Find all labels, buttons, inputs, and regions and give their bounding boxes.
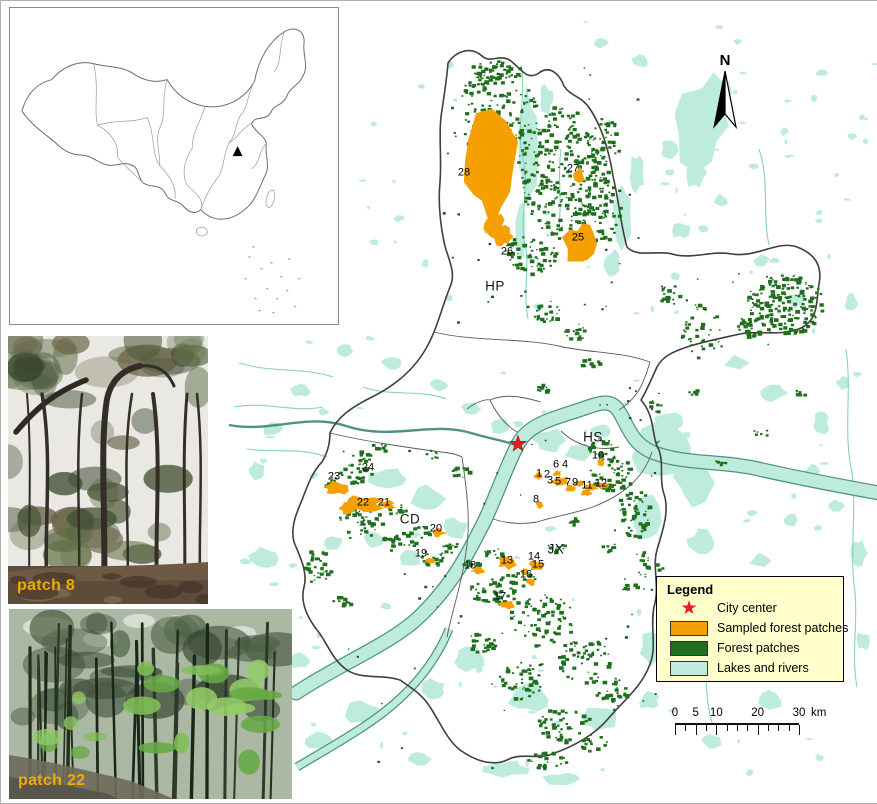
patch-label-24: 24 xyxy=(361,461,375,474)
legend-label: Lakes and rivers xyxy=(717,661,809,675)
legend-item-2: Forest patches xyxy=(667,638,835,658)
patch-label-25: 25 xyxy=(571,231,585,244)
patch-label-22: 22 xyxy=(356,496,370,509)
patch-label-7: 7 xyxy=(564,476,572,489)
photo-caption: patch 22 xyxy=(18,772,86,789)
patch-label-2: 2 xyxy=(543,468,551,481)
china-outline xyxy=(21,28,307,314)
district-label-JX: JX xyxy=(547,541,565,557)
province-borders xyxy=(93,31,285,237)
patch-label-15: 15 xyxy=(531,558,545,571)
patch-label-16: 16 xyxy=(519,568,533,581)
photo-patch-8: patch 8 xyxy=(8,336,208,604)
china-inset-map xyxy=(9,7,339,325)
scale-unit: km xyxy=(811,707,827,719)
legend-label: Forest patches xyxy=(717,641,800,655)
legend-title: Legend xyxy=(667,582,714,597)
legend-item-0: ★ City center xyxy=(667,598,835,618)
patch-label-10: 10 xyxy=(591,449,605,462)
orange-swatch xyxy=(670,620,708,636)
patch-label-13: 13 xyxy=(500,554,514,567)
patch-label-9: 9 xyxy=(571,476,579,489)
scale-label-30: 30 xyxy=(792,707,806,719)
scale-bar: 0 5 10 20 30 km xyxy=(667,707,837,741)
patch-label-4: 4 xyxy=(561,458,569,471)
scale-bar-line xyxy=(675,723,800,735)
green-swatch xyxy=(670,640,708,656)
photo-caption: patch 8 xyxy=(17,577,76,594)
scale-label-10: 10 xyxy=(709,707,723,719)
north-label: N xyxy=(719,52,731,69)
scale-label-20: 20 xyxy=(751,707,765,719)
patch-label-23: 23 xyxy=(327,470,341,483)
patch-label-6: 6 xyxy=(552,458,560,471)
legend-item-1: Sampled forest patches xyxy=(667,618,848,638)
south-china-sea-islets xyxy=(244,246,301,314)
patch-label-12: 12 xyxy=(594,477,608,490)
district-label-HP: HP xyxy=(485,278,505,294)
patch-label-28: 28 xyxy=(457,166,471,179)
patch-label-14: 14 xyxy=(527,550,541,563)
star-icon: ★ xyxy=(680,597,698,619)
patch-label-18: 18 xyxy=(463,559,477,572)
cyan-swatch xyxy=(670,660,708,676)
legend-item-3: Lakes and rivers xyxy=(667,658,835,678)
legend: Legend ★ City center Sampled forest patche… xyxy=(656,576,848,682)
legend-label: City center xyxy=(717,601,777,615)
patch-label-17: 17 xyxy=(493,590,507,603)
north-arrow-icon xyxy=(713,70,738,130)
scale-label-5: 5 xyxy=(692,707,699,719)
north-arrow: N xyxy=(706,53,744,139)
patch-label-27: 27 xyxy=(566,162,580,175)
patch-label-21: 21 xyxy=(377,496,391,509)
patch-label-5: 5 xyxy=(554,475,562,488)
legend-rows: ★ City center Sampled forest patches Forest… xyxy=(667,598,848,678)
patch-label-20: 20 xyxy=(429,522,443,535)
district-label-HS: HS xyxy=(583,429,603,445)
patch-label-3: 3 xyxy=(546,474,554,487)
legend-label: Sampled forest patches xyxy=(717,621,849,635)
patch-label-1: 1 xyxy=(535,467,543,480)
city-center-star xyxy=(509,434,527,452)
patch-label-26: 26 xyxy=(500,245,514,258)
scale-label-0: 0 xyxy=(671,707,679,719)
photo-patch-22: patch 22 xyxy=(9,609,292,799)
patch-label-19: 19 xyxy=(414,547,428,560)
study-area-marker xyxy=(232,146,243,157)
patch-label-8: 8 xyxy=(532,493,540,506)
patch-label-11: 11 xyxy=(581,479,593,492)
district-label-CD: CD xyxy=(399,511,421,527)
